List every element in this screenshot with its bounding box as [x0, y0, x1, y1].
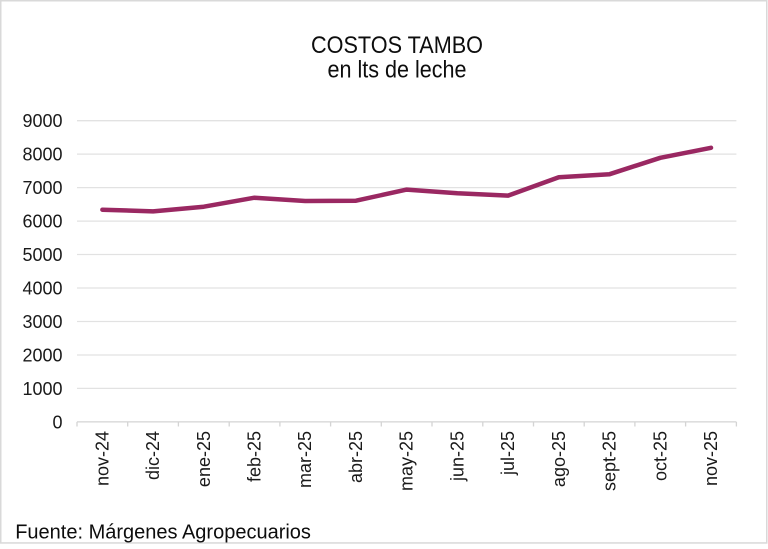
- svg-text:nov-24: nov-24: [92, 431, 112, 486]
- svg-text:6000: 6000: [22, 212, 62, 232]
- svg-text:0: 0: [52, 412, 62, 432]
- svg-text:1000: 1000: [22, 379, 62, 399]
- svg-text:oct-25: oct-25: [650, 431, 670, 481]
- svg-text:mar-25: mar-25: [295, 431, 315, 488]
- svg-text:Fuente: Márgenes Agropecuarios: Fuente: Márgenes Agropecuarios: [15, 522, 311, 544]
- svg-text:en lts de leche: en lts de leche: [328, 56, 467, 83]
- svg-text:ago-25: ago-25: [549, 431, 569, 487]
- svg-text:jun-25: jun-25: [447, 431, 467, 482]
- svg-text:3000: 3000: [22, 312, 62, 332]
- svg-text:8000: 8000: [22, 145, 62, 165]
- svg-text:jul-25: jul-25: [498, 431, 518, 476]
- svg-text:sept-25: sept-25: [600, 431, 620, 491]
- svg-text:feb-25: feb-25: [245, 431, 265, 482]
- svg-text:dic-24: dic-24: [143, 431, 163, 480]
- svg-text:may-25: may-25: [397, 431, 417, 491]
- svg-text:4000: 4000: [22, 279, 62, 299]
- svg-text:7000: 7000: [22, 178, 62, 198]
- svg-text:abr-25: abr-25: [346, 431, 366, 483]
- svg-text:9000: 9000: [22, 111, 62, 131]
- svg-text:2000: 2000: [22, 346, 62, 366]
- svg-text:COSTOS TAMBO: COSTOS TAMBO: [311, 32, 483, 59]
- svg-text:ene-25: ene-25: [194, 431, 214, 487]
- svg-text:5000: 5000: [22, 245, 62, 265]
- svg-text:nov-25: nov-25: [701, 431, 721, 486]
